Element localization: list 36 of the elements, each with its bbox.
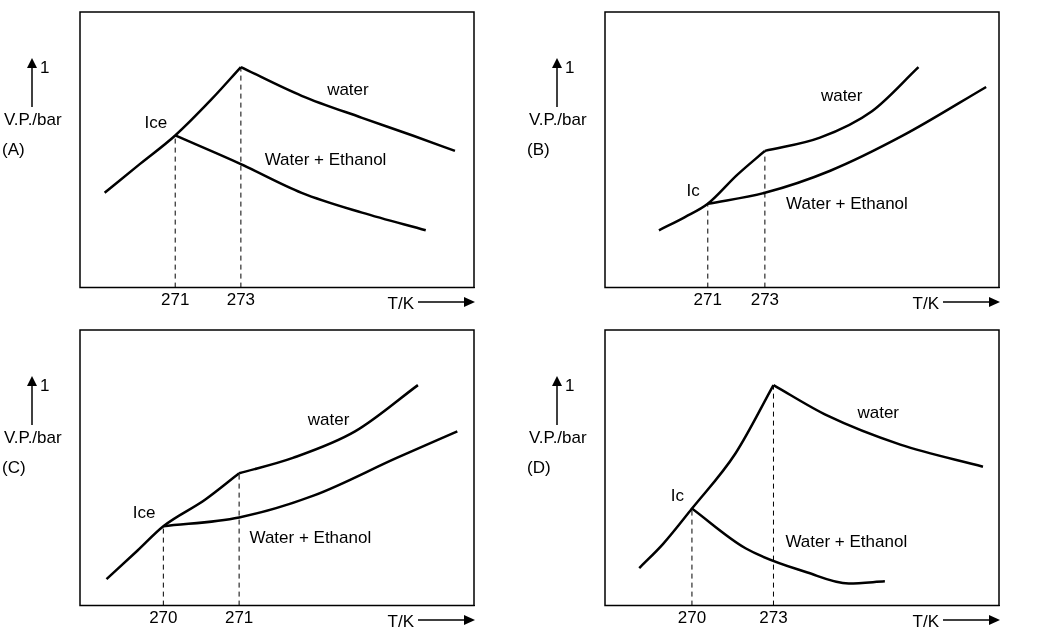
series-label: Ice <box>132 503 156 523</box>
series-label: Ic <box>670 485 685 505</box>
text: 1 <box>565 58 575 78</box>
x-axis-title: T/K <box>387 294 414 314</box>
x-tick-label: 271 <box>161 290 190 310</box>
x-tick-label: 271 <box>224 608 254 628</box>
text: (A) <box>2 140 25 160</box>
text: (D) <box>527 458 551 478</box>
x-tick-label: 273 <box>226 290 256 310</box>
x-tick-label: 271 <box>693 290 722 310</box>
series-label: Ice <box>144 112 168 132</box>
text: 1 <box>565 376 575 396</box>
y-axis-title: V.P./bar <box>529 110 587 130</box>
series-label: Water + Ethanol <box>786 193 908 213</box>
series-label: water <box>819 85 863 105</box>
y-axis-title: V.P./bar <box>4 428 62 448</box>
series-label: Ic <box>686 181 701 201</box>
x-tick-label: 273 <box>750 290 780 310</box>
text: (B) <box>527 140 550 160</box>
series-label: Water + Ethanol <box>249 527 372 547</box>
y-axis-title: V.P./bar <box>529 428 587 448</box>
x-axis-title: T/K <box>387 612 414 632</box>
series-label: water <box>326 79 370 99</box>
text: 1 <box>40 58 50 78</box>
series-label: Water + Ethanol <box>785 532 908 552</box>
x-tick-label: 270 <box>677 608 707 628</box>
text: 1 <box>40 376 50 396</box>
series-label: water <box>856 403 900 423</box>
text: (C) <box>2 458 26 478</box>
x-axis-title: T/K <box>912 612 939 632</box>
y-axis-title: V.P./bar <box>4 110 62 130</box>
x-tick-label: 273 <box>759 608 788 628</box>
series-label: water <box>306 409 350 429</box>
x-tick-label: 270 <box>149 608 178 628</box>
series-label: Water + Ethanol <box>264 149 387 169</box>
x-axis-title: T/K <box>912 294 939 314</box>
